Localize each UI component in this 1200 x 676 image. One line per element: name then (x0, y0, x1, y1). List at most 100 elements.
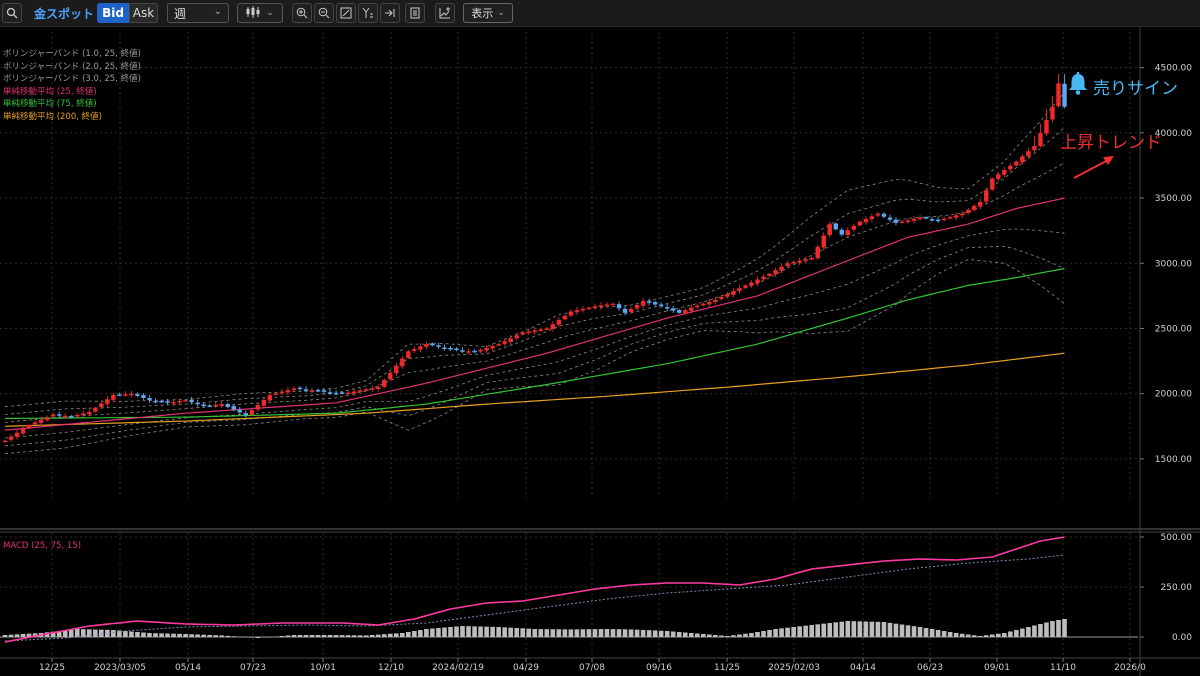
candle-body (875, 213, 881, 216)
macd-histogram-bar (1026, 627, 1031, 637)
macd-histogram-bar (135, 632, 140, 637)
candle-body (996, 174, 1001, 180)
macd-histogram-bar (466, 626, 471, 637)
macd-histogram-bar (171, 633, 176, 637)
search-icon (6, 7, 18, 19)
macd-histogram-bar (833, 622, 839, 637)
candle-body (201, 404, 206, 407)
candle-body (454, 348, 459, 351)
uptrend-annotation: 上昇トレンド (1060, 133, 1162, 153)
chevron-down-icon: ⌄ (266, 8, 274, 18)
macd-histogram-bar (701, 634, 706, 637)
scroll-to-latest-button[interactable] (380, 3, 400, 23)
macd-histogram-bar (159, 633, 164, 637)
bell-icon (1067, 72, 1089, 101)
macd-histogram-bar (387, 633, 393, 637)
macd-histogram-bar (315, 635, 321, 637)
macd-histogram-bar (333, 635, 339, 637)
macd-histogram-bar (8, 634, 14, 637)
macd-histogram-bar (62, 630, 68, 637)
candle-body (99, 403, 104, 408)
axis-scale-button[interactable] (358, 3, 378, 23)
time-tick-label: 10/01 (310, 663, 336, 673)
macd-histogram-bar (875, 621, 881, 637)
candle-body (550, 324, 556, 330)
fit-button[interactable] (336, 3, 356, 23)
add-indicator-button[interactable] (435, 3, 455, 23)
bid-button[interactable]: Bid (97, 3, 129, 23)
macd-histogram-bar (237, 636, 243, 638)
candle-body (351, 391, 357, 394)
symbol-link[interactable]: 金スポット (34, 6, 95, 21)
macd-histogram-bar (74, 629, 80, 637)
candle-body (610, 303, 616, 306)
macd-histogram-bar (640, 629, 646, 637)
candle-body (737, 288, 742, 292)
period-select[interactable]: 週 ⌄ (167, 3, 229, 23)
macd-histogram-bar (430, 628, 435, 637)
chevron-down-icon: ⌄ (213, 6, 222, 17)
macd-histogram-bar (574, 629, 580, 637)
macd-histogram-bar (56, 631, 62, 637)
macd-histogram-bar (562, 629, 568, 637)
zoom-out-button[interactable] (314, 3, 334, 23)
candle-body (520, 332, 525, 335)
candle-body (279, 391, 285, 394)
macd-histogram-bar (719, 635, 724, 637)
candle-body (430, 343, 435, 346)
price-chart[interactable]: 1500.00 2000.00 2500.00 3000.00 3500.00 4000.… (0, 27, 1200, 676)
zoom-in-button[interactable] (292, 3, 312, 23)
chart-type-select[interactable]: ⌄ (237, 3, 283, 23)
display-menu-button[interactable]: 表示 ⌄ (463, 3, 513, 23)
sma200-line (4, 352, 1065, 427)
arrow-to-end-icon (384, 7, 396, 19)
macd-histogram-bar (556, 629, 562, 637)
candle-body (580, 308, 586, 311)
candle-body (935, 219, 941, 222)
macd-histogram-bar (857, 621, 863, 637)
search-button[interactable] (2, 3, 22, 23)
macd-histogram-bar (791, 627, 796, 637)
legend-item: 単純移動平均 (200, 終値) (3, 111, 102, 122)
macd-histogram-bar (670, 631, 676, 637)
candle-body (183, 400, 188, 402)
candle-body (261, 400, 267, 406)
candle-body (321, 390, 327, 392)
candle-body (165, 401, 170, 403)
macd-histogram-bar (538, 629, 544, 637)
sma75-line (4, 267, 1065, 420)
macd-histogram-bar (1038, 624, 1043, 637)
time-tick-label: 12/10 (378, 663, 404, 673)
time-tick-label: 11/10 (1050, 663, 1076, 673)
macd-histogram-bar (1062, 619, 1067, 637)
ask-button[interactable]: Ask (129, 3, 158, 23)
candle-body (406, 351, 411, 358)
grid-layer (0, 32, 1138, 657)
macd-histogram-bar (598, 629, 604, 637)
time-tick-label: 04/14 (850, 663, 876, 673)
candle-body (339, 392, 345, 394)
macd-histogram-bar (297, 635, 303, 637)
macd-legend: MACD (25, 75, 15) (3, 541, 82, 551)
candle-body (1008, 165, 1013, 170)
candle-body (911, 218, 917, 221)
macd-histogram-bar (1020, 628, 1025, 637)
candle-body (959, 213, 965, 216)
macd-histogram-bar (899, 624, 905, 637)
candle-body (436, 345, 441, 347)
macd-panel (2, 536, 1067, 643)
candle-body (370, 388, 375, 390)
time-tick-label: 07/08 (579, 663, 605, 673)
macd-histogram-bar (761, 631, 766, 637)
macd-histogram-bar (129, 631, 134, 637)
document-button[interactable] (405, 3, 425, 23)
time-tick-label: 09/01 (984, 663, 1010, 673)
macd-histogram-bar (454, 626, 459, 637)
document-icon (409, 7, 421, 19)
bollinger-band-line (4, 245, 1065, 447)
candle-body (502, 341, 507, 344)
candle-body (418, 346, 423, 350)
legend-item: ボリンジャーバンド (1.0, 25, 終値) (3, 49, 141, 59)
candle-body (44, 417, 50, 421)
candle-body (315, 390, 321, 392)
